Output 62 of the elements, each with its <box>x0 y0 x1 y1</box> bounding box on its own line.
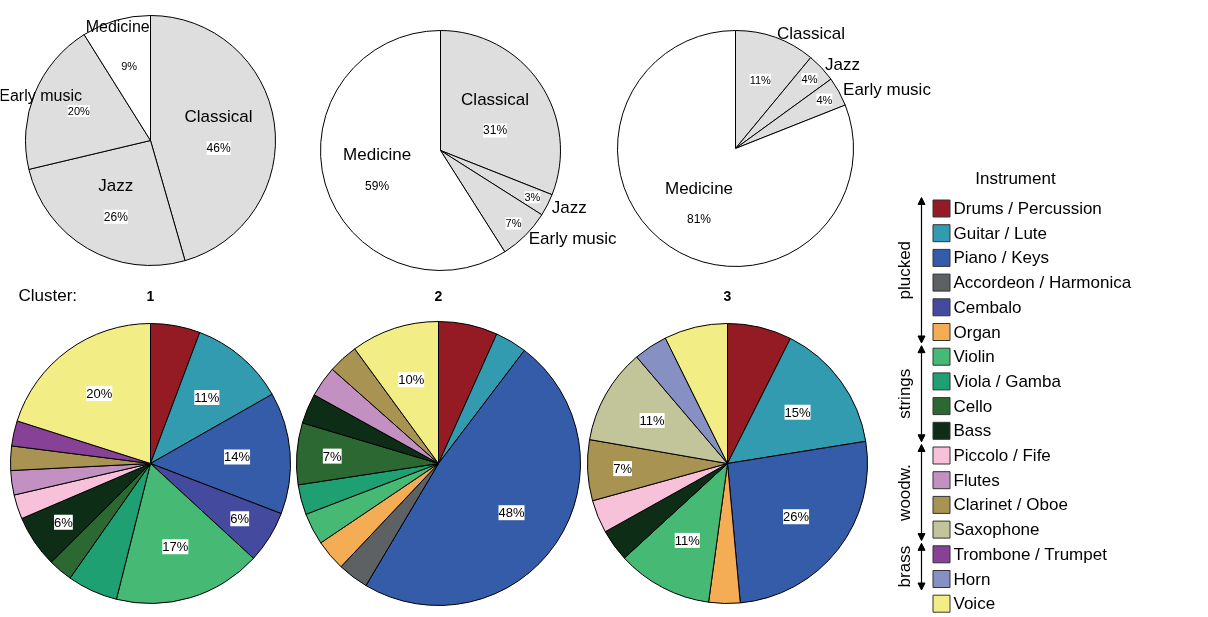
slice-label: Classical <box>184 107 253 127</box>
text: strings <box>894 368 914 419</box>
legend-label: Viola / Gamba <box>953 371 1062 391</box>
legend-label: Cembalo <box>953 297 1022 317</box>
data-label: 26% <box>103 209 129 224</box>
legend-label: Accordeon / Harmonica <box>953 273 1132 293</box>
legend-title: Instrument <box>975 169 1056 188</box>
text: Cluster: <box>18 286 78 305</box>
legend-label: Bass <box>953 421 992 441</box>
data-label: 4% <box>816 93 833 106</box>
data-label: 48% <box>498 505 525 521</box>
slice-label: Classical <box>777 23 846 43</box>
data-label: 59% <box>365 178 390 193</box>
text: brass <box>894 545 914 588</box>
chart-title: 2 <box>434 287 443 304</box>
data-label: 7% <box>613 461 633 477</box>
legend-label: Piano / Keys <box>953 248 1049 268</box>
data-label: 20% <box>86 385 113 401</box>
data-label: 11% <box>639 413 666 428</box>
legend-label: Horn <box>953 569 991 589</box>
data-label: 3% <box>524 191 541 204</box>
data-label: 81% <box>687 212 712 227</box>
legend-label: Clarinet / Oboe <box>953 495 1068 515</box>
data-label: 7% <box>505 217 522 230</box>
chart-title: 3 <box>723 287 732 304</box>
data-label: 10% <box>398 372 425 388</box>
data-label: 20% <box>67 105 91 118</box>
legend-label: Piccolo / Fife <box>953 446 1051 465</box>
legend-label: Organ <box>953 322 1001 342</box>
slice-label: Early music <box>528 229 618 249</box>
legend-label: Saxophone <box>953 520 1040 540</box>
slice-label: Jazz <box>551 197 587 217</box>
data-label: 6% <box>54 514 74 530</box>
data-label: 14% <box>224 449 251 465</box>
data-label: 11% <box>194 389 220 405</box>
data-label: 46% <box>206 140 231 155</box>
data-label: 17% <box>162 539 189 555</box>
data-label: 26% <box>783 509 810 525</box>
text: 1 <box>146 287 155 304</box>
legend-label: Cello <box>953 396 993 416</box>
legend-label: Drums / Percussion <box>953 199 1102 218</box>
data-label: 11% <box>674 532 701 548</box>
text: plucked <box>894 240 914 300</box>
legend-label: Violin <box>953 347 995 367</box>
slice-label: Medicine <box>665 178 734 198</box>
data-label: 15% <box>784 404 811 420</box>
legend-label: Flutes <box>953 470 1000 490</box>
data-label: 4% <box>801 73 818 86</box>
slice-label: Jazz <box>824 54 860 74</box>
data-label: 31% <box>483 123 508 138</box>
data-label: 11% <box>749 73 772 86</box>
legend-label: Guitar / Lute <box>953 223 1048 243</box>
slice-label: Early music <box>843 79 932 99</box>
data-label: 6% <box>230 511 250 527</box>
legend-label: Voice <box>953 594 996 614</box>
slice-label: Classical <box>461 89 530 109</box>
slice-label: Jazz <box>98 176 134 196</box>
text: woodw. <box>894 464 914 522</box>
data-label: 9% <box>121 60 138 73</box>
data-label: 7% <box>322 448 343 464</box>
legend-label: Trombone / Trumpet <box>953 544 1108 564</box>
slice-label: Medicine <box>343 145 412 165</box>
